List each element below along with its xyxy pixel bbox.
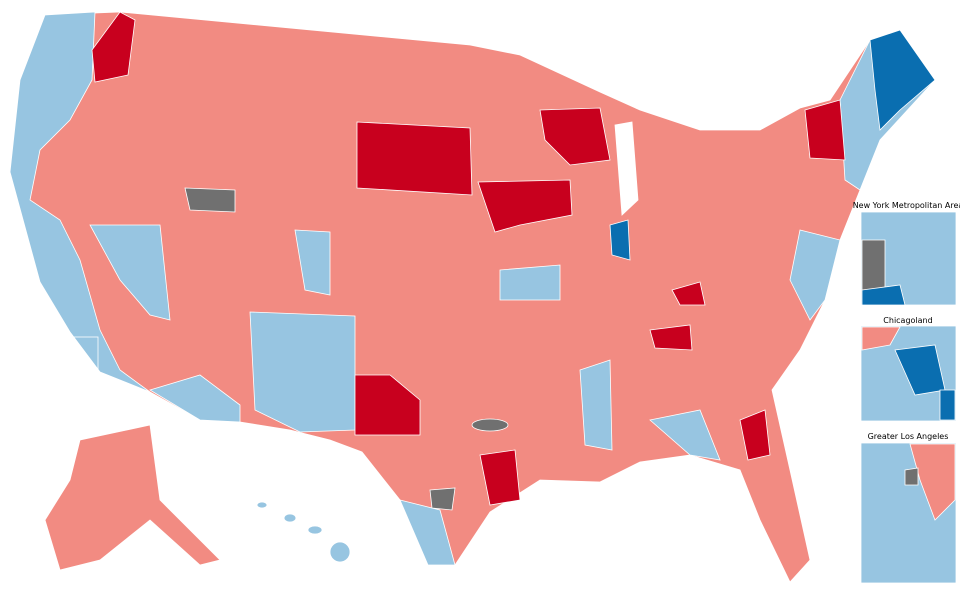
georgia-east xyxy=(739,409,771,461)
south-texas xyxy=(399,499,456,566)
hawaii-island xyxy=(283,513,297,523)
inset-title: Greater Los Angeles xyxy=(868,432,949,441)
inset-la-tie xyxy=(904,467,919,486)
arizona-south xyxy=(149,374,241,423)
missouri-region xyxy=(499,264,561,301)
inset-title: Chicagoland xyxy=(883,316,932,325)
la-outline xyxy=(63,336,99,388)
colorado-region xyxy=(294,229,331,296)
east-texas xyxy=(479,449,521,506)
wisconsin-north xyxy=(539,107,611,166)
idaho-tie xyxy=(184,187,236,213)
west-coast xyxy=(9,11,151,393)
mississippi-region xyxy=(579,359,613,451)
chicago-area xyxy=(609,219,631,261)
nevada-region xyxy=(89,224,171,321)
lake-michigan xyxy=(614,121,639,216)
iowa-region xyxy=(477,179,573,233)
mid-atlantic xyxy=(789,229,841,321)
texas-tie xyxy=(429,487,456,511)
dfw-tie xyxy=(471,418,509,432)
kentucky-region xyxy=(671,281,706,306)
maine xyxy=(869,29,936,131)
hawaii-island xyxy=(329,541,351,563)
georgia-region xyxy=(649,409,721,461)
inset-ny-blue xyxy=(861,284,906,306)
upstate-ny xyxy=(804,99,846,161)
alaska xyxy=(44,424,221,571)
washington-east xyxy=(91,11,136,83)
hawaii-island xyxy=(307,525,323,535)
hawaii-island xyxy=(256,501,268,509)
south-dakota xyxy=(356,121,473,196)
new-mexico xyxy=(249,311,356,433)
inset-chicago-blue xyxy=(939,389,956,421)
west-texas xyxy=(354,374,421,436)
inset-chicago-red xyxy=(861,326,901,351)
inset-ny-tie xyxy=(861,239,886,291)
tennessee-region xyxy=(649,324,693,351)
inset-title: New York Metropolitan Area xyxy=(853,201,960,210)
